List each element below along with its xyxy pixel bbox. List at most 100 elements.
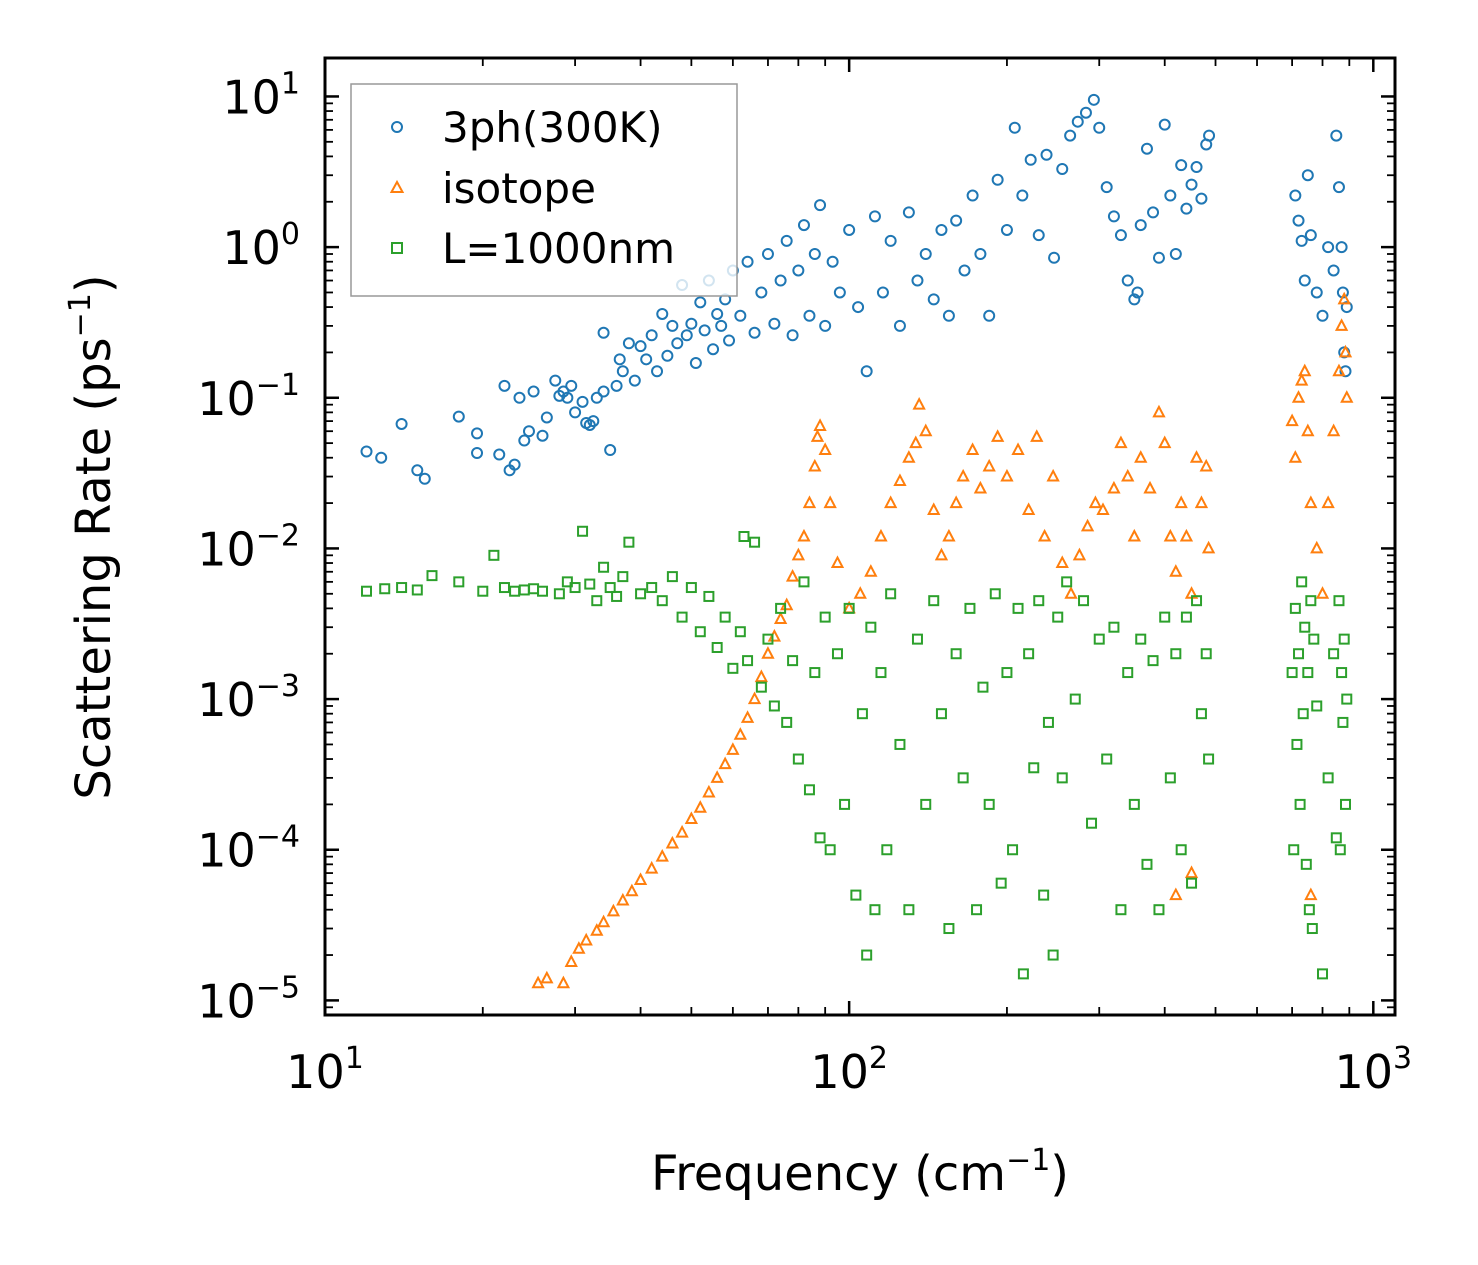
data-point <box>1317 968 1329 980</box>
data-point <box>843 223 856 236</box>
data-point <box>698 324 711 337</box>
data-point <box>818 442 832 456</box>
data-point <box>453 576 465 588</box>
data-point <box>911 633 923 645</box>
data-point <box>1322 772 1334 784</box>
data-point <box>850 889 862 901</box>
data-point <box>1011 442 1025 456</box>
data-point <box>971 904 983 916</box>
data-point <box>813 418 827 431</box>
data-point <box>808 248 821 261</box>
data-point <box>1158 435 1172 449</box>
data-point <box>1200 648 1212 660</box>
data-point <box>990 429 1005 442</box>
x-tick-label: 103 <box>1334 1041 1412 1099</box>
data-point <box>1017 968 1029 980</box>
data-point <box>738 531 750 542</box>
data-point <box>1297 708 1309 720</box>
data-point <box>656 595 668 607</box>
data-point <box>928 595 940 607</box>
data-point <box>522 425 535 438</box>
series-2 <box>361 525 1353 980</box>
data-point <box>868 210 881 223</box>
data-point <box>1170 648 1182 660</box>
data-point <box>1304 495 1318 509</box>
data-point <box>711 641 723 653</box>
data-point <box>1131 286 1144 299</box>
data-point <box>785 568 800 582</box>
data-point <box>719 611 731 623</box>
data-point <box>1298 274 1311 287</box>
data-point <box>610 379 623 392</box>
data-point <box>1147 655 1159 667</box>
data-point <box>1293 648 1305 660</box>
data-point <box>569 406 582 419</box>
data-point <box>843 602 855 614</box>
data-point <box>1186 877 1198 889</box>
data-point <box>488 549 500 561</box>
data-point <box>856 708 868 720</box>
data-point <box>396 582 408 594</box>
data-point <box>869 904 881 916</box>
data-points <box>360 93 1354 989</box>
data-point <box>1038 889 1050 901</box>
y-tick-label: 10−2 <box>197 518 300 576</box>
data-point <box>1056 772 1068 784</box>
data-point <box>1163 528 1178 542</box>
data-point <box>1190 161 1203 174</box>
data-point <box>1322 241 1335 254</box>
data-point <box>1298 363 1312 377</box>
data-point <box>1296 576 1308 588</box>
data-point <box>1308 633 1320 645</box>
data-point <box>989 588 1001 600</box>
data-point <box>1087 93 1100 106</box>
data-point <box>395 417 408 430</box>
data-point <box>1289 189 1302 202</box>
data-point <box>830 555 845 569</box>
data-point <box>694 296 707 309</box>
data-point <box>680 329 693 342</box>
data-point <box>360 445 373 458</box>
y-tick-label: 10−3 <box>197 669 300 727</box>
data-point <box>839 798 851 810</box>
data-point <box>1078 595 1090 607</box>
data-point <box>411 464 424 477</box>
data-point <box>1008 121 1021 134</box>
data-point <box>666 319 679 332</box>
data-point <box>814 832 826 844</box>
data-point <box>958 264 971 277</box>
data-point <box>950 648 962 660</box>
data-point <box>797 528 811 542</box>
data-point <box>1147 206 1160 219</box>
data-point <box>1079 106 1092 119</box>
data-point <box>824 844 836 856</box>
legend-label-isotope: isotope <box>442 164 596 213</box>
data-point <box>590 923 604 936</box>
data-point <box>1337 716 1349 728</box>
data-point <box>809 667 821 679</box>
y-tick-label: 10−5 <box>197 970 300 1028</box>
data-point <box>1201 540 1216 554</box>
data-point <box>411 584 423 596</box>
data-point <box>1169 564 1183 577</box>
data-point <box>1321 495 1335 509</box>
data-point <box>1055 555 1069 569</box>
data-point <box>1311 700 1323 712</box>
data-point <box>973 480 988 494</box>
data-point <box>675 824 689 838</box>
data-point <box>983 309 996 322</box>
data-point <box>1336 667 1348 679</box>
y-tick-label: 10−4 <box>197 820 300 878</box>
data-point <box>1335 241 1348 254</box>
data-point <box>912 397 926 410</box>
data-point <box>1199 458 1213 472</box>
data-point <box>1021 502 1036 515</box>
data-point <box>1122 667 1134 679</box>
data-point <box>572 941 586 954</box>
x-tick-label: 101 <box>286 1041 364 1099</box>
data-point <box>1330 129 1343 142</box>
data-point <box>361 585 373 597</box>
data-point <box>693 800 707 813</box>
data-point <box>1121 274 1134 287</box>
data-point <box>549 374 562 387</box>
